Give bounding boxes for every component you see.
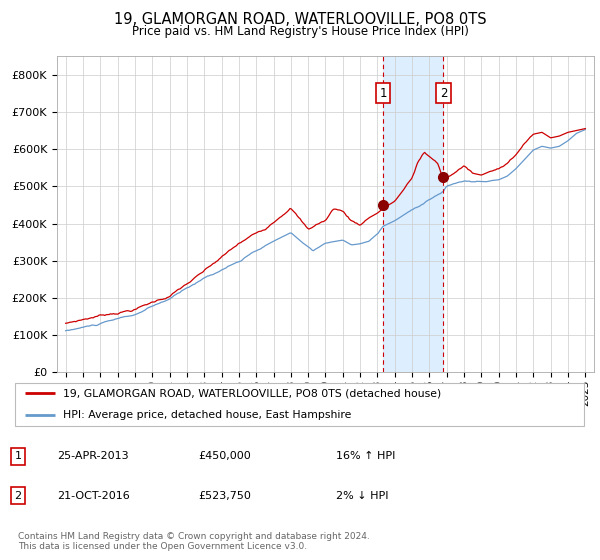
- Text: Price paid vs. HM Land Registry's House Price Index (HPI): Price paid vs. HM Land Registry's House …: [131, 25, 469, 38]
- Text: £523,750: £523,750: [198, 491, 251, 501]
- Text: 1: 1: [14, 451, 22, 461]
- Text: 19, GLAMORGAN ROAD, WATERLOOVILLE, PO8 0TS (detached house): 19, GLAMORGAN ROAD, WATERLOOVILLE, PO8 0…: [62, 388, 441, 398]
- Text: HPI: Average price, detached house, East Hampshire: HPI: Average price, detached house, East…: [62, 410, 351, 420]
- Text: £450,000: £450,000: [198, 451, 251, 461]
- Text: 1: 1: [379, 87, 387, 100]
- Text: 2: 2: [14, 491, 22, 501]
- Text: Contains HM Land Registry data © Crown copyright and database right 2024.
This d: Contains HM Land Registry data © Crown c…: [18, 532, 370, 552]
- Text: 19, GLAMORGAN ROAD, WATERLOOVILLE, PO8 0TS: 19, GLAMORGAN ROAD, WATERLOOVILLE, PO8 0…: [113, 12, 487, 27]
- Bar: [383, 56, 443, 372]
- FancyBboxPatch shape: [15, 382, 584, 427]
- Text: 25-APR-2013: 25-APR-2013: [57, 451, 128, 461]
- Text: 2% ↓ HPI: 2% ↓ HPI: [336, 491, 389, 501]
- Text: 16% ↑ HPI: 16% ↑ HPI: [336, 451, 395, 461]
- Text: 21-OCT-2016: 21-OCT-2016: [57, 491, 130, 501]
- Text: 2: 2: [440, 87, 447, 100]
